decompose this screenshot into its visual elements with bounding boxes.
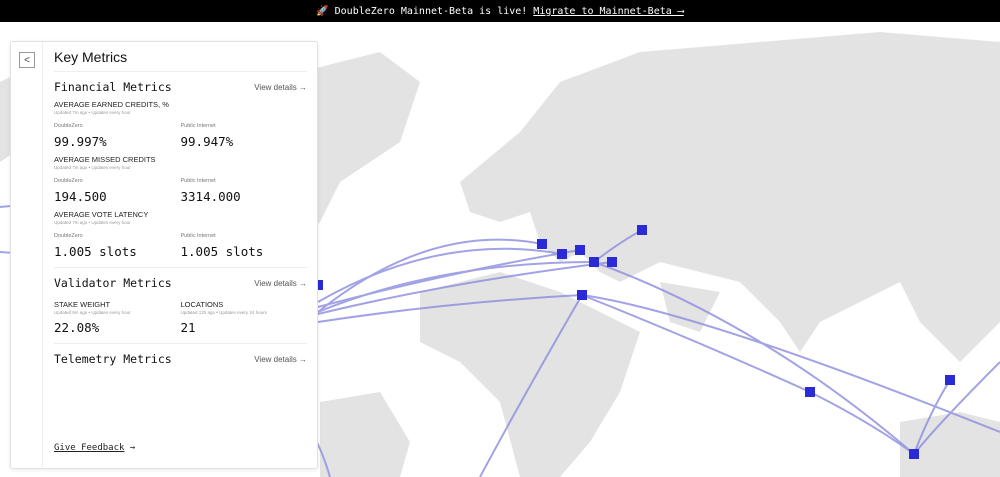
network-link [317, 238, 543, 313]
network-link [317, 294, 583, 323]
network-link [581, 294, 1000, 433]
collapse-panel-button[interactable]: < [19, 52, 35, 68]
give-feedback-link[interactable]: Give Feedback → [54, 443, 135, 453]
earned-pi-value: 99.947% [180, 134, 234, 149]
earned-dz-value: 99.997% [54, 134, 107, 149]
latency-dz-value: 1.005 slots [54, 244, 137, 259]
dz-label: DoubleZero [54, 233, 83, 239]
migrate-link[interactable]: Migrate to Mainnet-Beta ⟶ [533, 5, 684, 17]
earned-updated: Updated 7m ago • Updates every hour [54, 110, 131, 115]
missed-label: AVERAGE MISSED CREDITS [54, 155, 156, 164]
latency-updated: Updated 7m ago • Updates every hour [54, 220, 131, 225]
network-link [479, 294, 583, 477]
network-link [581, 294, 811, 393]
node-marker[interactable] [909, 449, 919, 459]
banner-text: DoubleZero Mainnet-Beta is live! [334, 5, 528, 17]
stake-updated: Updated 9m ago • Updates every hour [54, 310, 131, 315]
network-link [913, 361, 1000, 455]
latency-pi-value: 1.005 slots [180, 244, 264, 259]
arrow-right-icon: → [129, 443, 136, 453]
land [0, 32, 1000, 477]
network-link [317, 249, 581, 308]
telemetry-view-details-link[interactable]: View details → [254, 354, 307, 364]
network-link [593, 261, 915, 455]
node-marker[interactable] [537, 239, 547, 249]
network-link [317, 261, 595, 313]
node-marker[interactable] [557, 249, 567, 259]
dz-label: DoubleZero [54, 178, 83, 184]
latency-label: AVERAGE VOTE LATENCY [54, 210, 149, 219]
announcement-banner: 🚀 DoubleZero Mainnet-Beta is live! Migra… [0, 0, 1000, 22]
validator-heading: Validator Metrics [54, 276, 172, 290]
validator-view-details-link[interactable]: View details → [254, 278, 307, 288]
node-marker[interactable] [575, 245, 585, 255]
network-link [809, 391, 915, 455]
key-metrics-panel: < Key Metrics Financial Metrics View deta… [10, 41, 318, 469]
node-marker[interactable] [589, 257, 599, 267]
missed-pi-value: 3314.000 [180, 189, 241, 204]
node-marker[interactable] [637, 225, 647, 235]
pi-label: Public Internet [180, 178, 216, 184]
missed-dz-value: 194.500 [54, 189, 107, 204]
feedback-label: Give Feedback [54, 443, 125, 453]
network-link [317, 247, 563, 303]
locations-updated: Updated 12h ago • Updates every 24 hours [180, 310, 267, 315]
locations-label: LOCATIONS [180, 300, 224, 309]
stake-label: STAKE WEIGHT [54, 300, 111, 309]
network-link [913, 379, 951, 455]
node-marker[interactable] [945, 375, 955, 385]
locations-value: 21 [180, 320, 196, 335]
chevron-left-icon: < [24, 54, 30, 66]
network-map[interactable] [0, 22, 1000, 477]
node-marker[interactable] [805, 387, 815, 397]
node-marker[interactable] [577, 290, 587, 300]
pi-label: Public Internet [180, 233, 216, 239]
telemetry-heading: Telemetry Metrics [54, 352, 172, 366]
network-link [317, 261, 613, 315]
missed-updated: Updated 7m ago • Updates every hour [54, 165, 131, 170]
stake-value: 22.08% [54, 320, 100, 335]
financial-heading: Financial Metrics [54, 80, 172, 94]
financial-view-details-link[interactable]: View details → [254, 82, 307, 92]
rocket-icon: 🚀 [316, 5, 329, 17]
dz-label: DoubleZero [54, 123, 83, 129]
panel-title: Key Metrics [54, 49, 128, 65]
earned-label: AVERAGE EARNED CREDITS, % [54, 100, 169, 109]
pi-label: Public Internet [180, 123, 216, 129]
node-marker[interactable] [607, 257, 617, 267]
node-marker[interactable] [313, 280, 323, 290]
